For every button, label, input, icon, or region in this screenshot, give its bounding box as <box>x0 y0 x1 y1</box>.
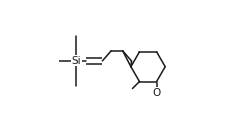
Text: Si: Si <box>71 56 81 66</box>
Text: O: O <box>152 88 161 98</box>
